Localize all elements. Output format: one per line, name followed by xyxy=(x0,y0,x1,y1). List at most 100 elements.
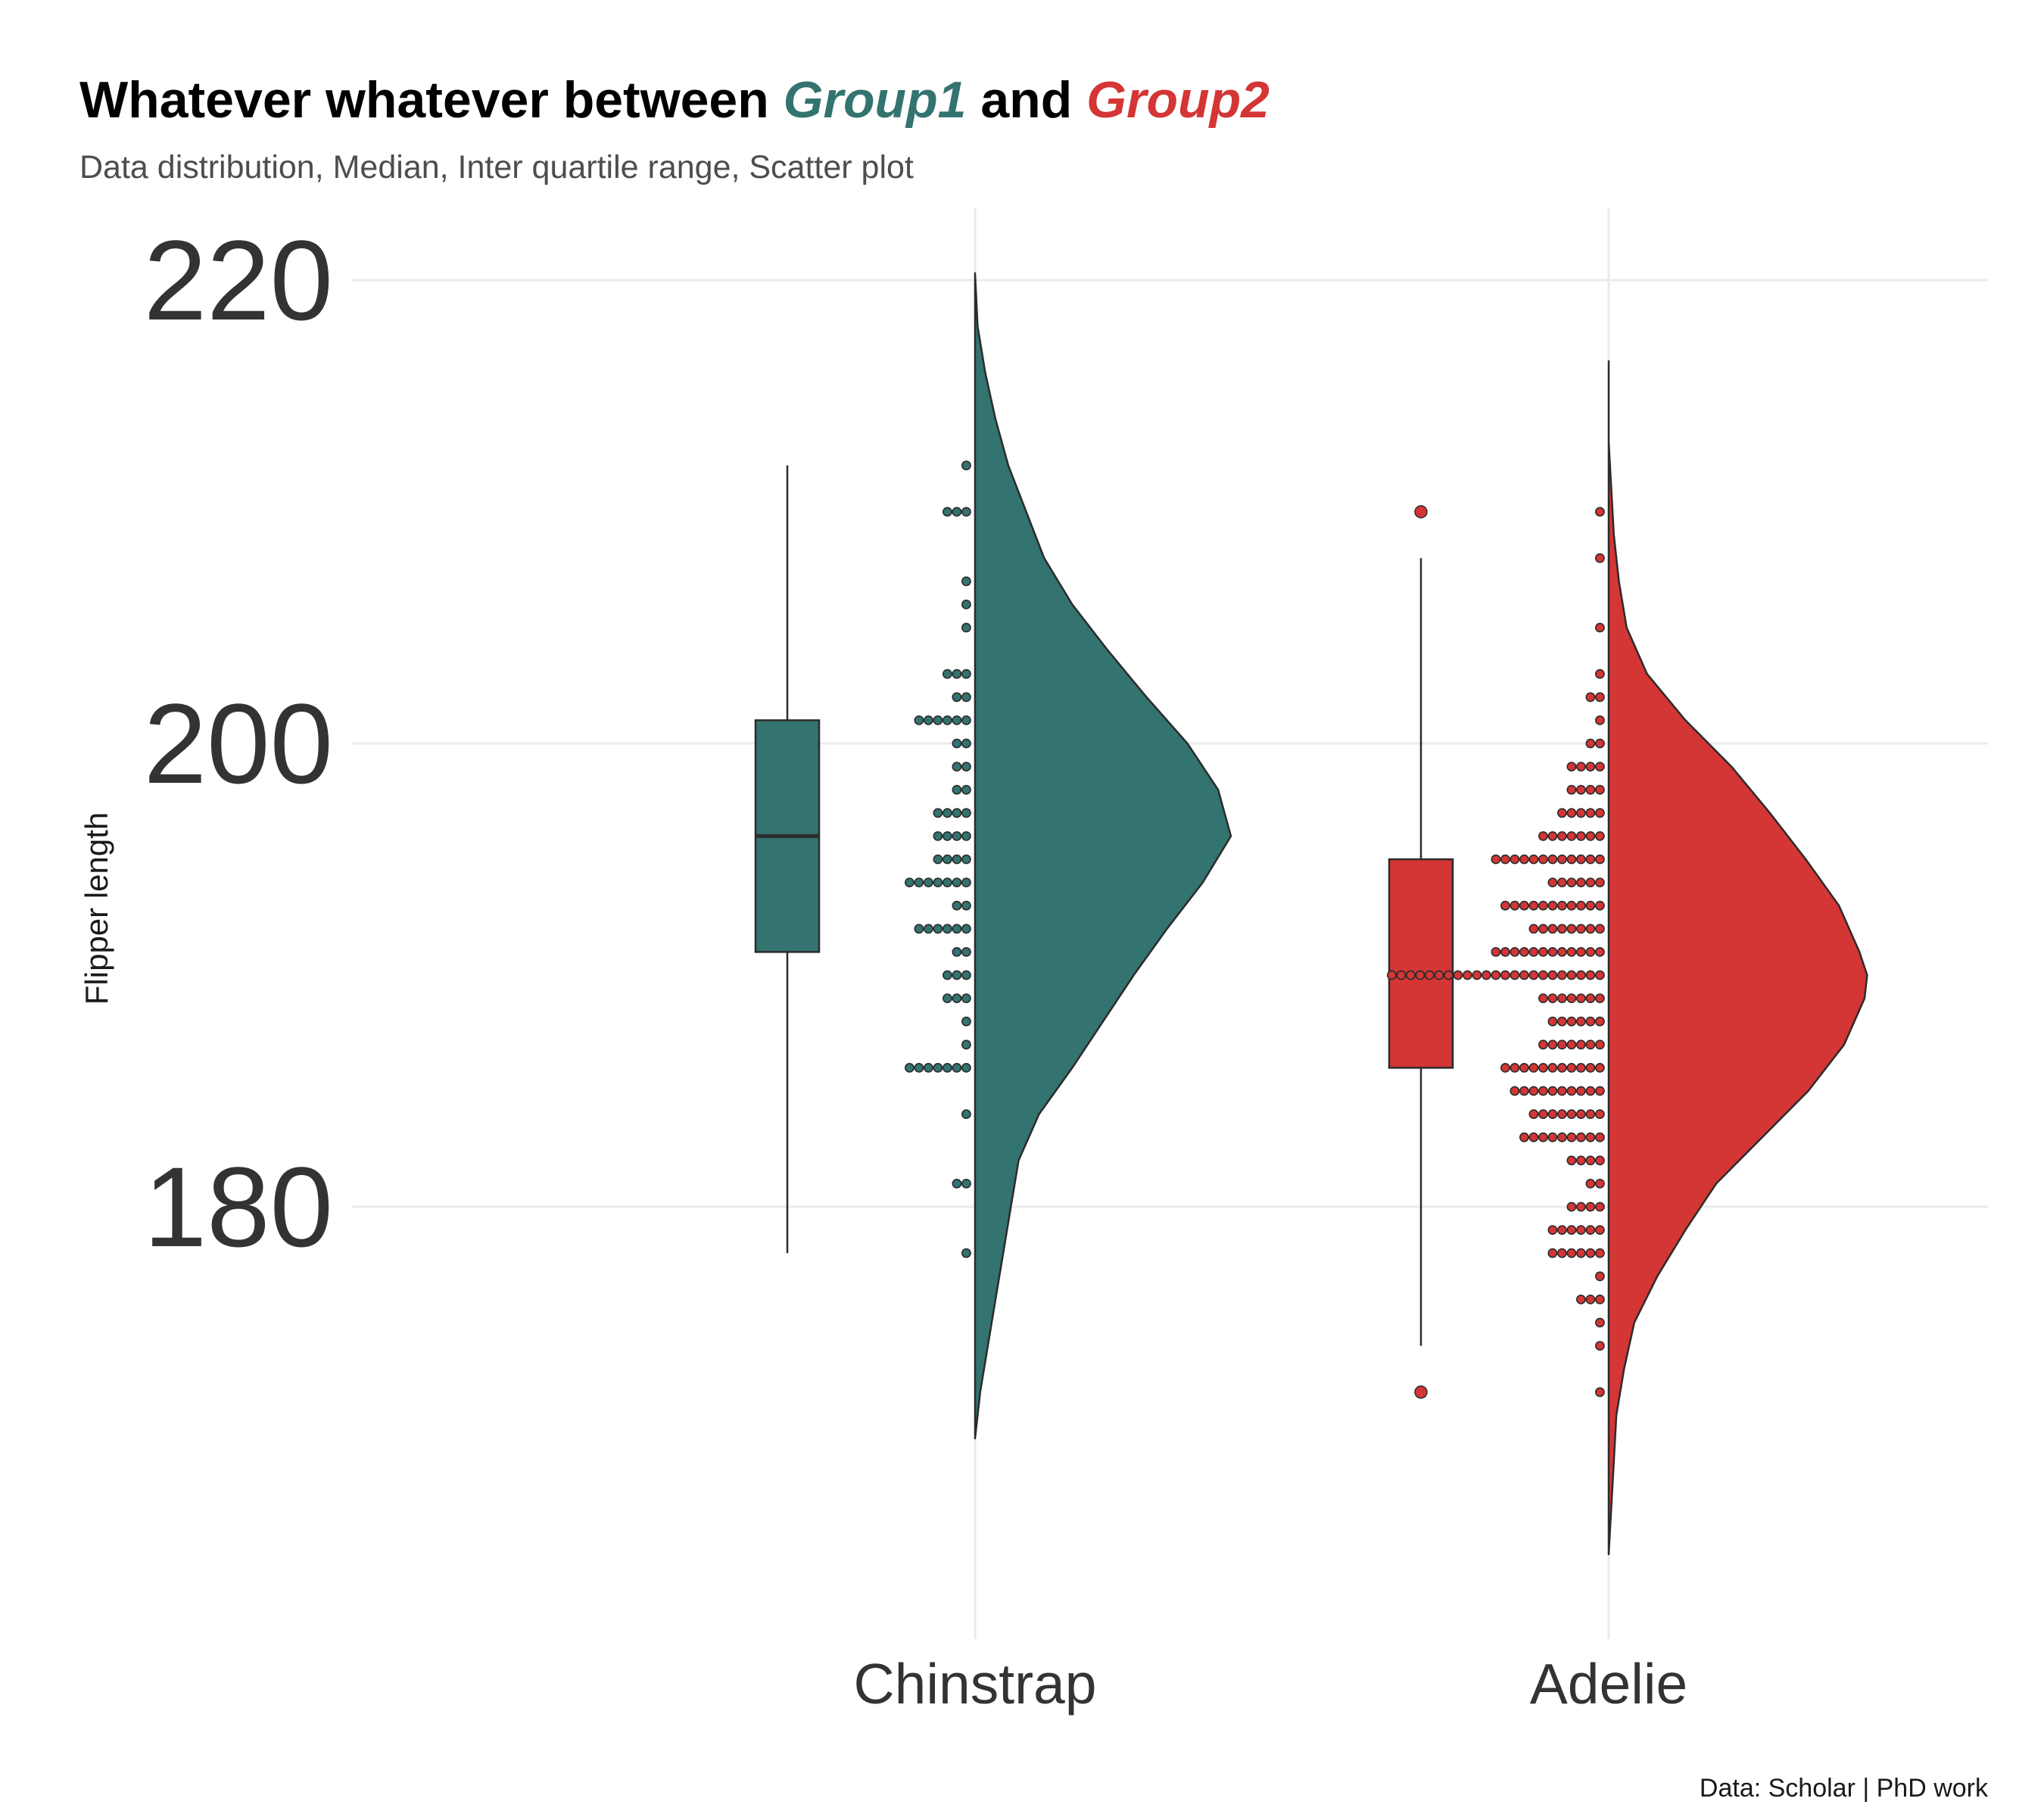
data-dot xyxy=(1538,854,1548,865)
data-dot xyxy=(1528,970,1539,980)
data-dot xyxy=(1519,1132,1529,1142)
data-dot xyxy=(1519,1086,1529,1096)
data-dot xyxy=(1575,762,1586,771)
data-dot xyxy=(1472,970,1482,980)
data-dot xyxy=(1575,1248,1586,1258)
data-dot xyxy=(1585,1063,1596,1073)
data-dot xyxy=(952,970,962,980)
data-dot xyxy=(1547,993,1558,1003)
data-dot xyxy=(1594,1341,1605,1351)
data-dot xyxy=(1519,1063,1529,1073)
data-dot xyxy=(961,854,971,865)
data-dot xyxy=(1556,1225,1567,1235)
data-dot xyxy=(1585,1016,1596,1027)
data-dot xyxy=(961,622,971,633)
data-dot xyxy=(1425,970,1435,980)
data-dot xyxy=(1547,1063,1558,1073)
data-dot xyxy=(1547,1109,1558,1119)
data-dot xyxy=(1556,1086,1567,1096)
data-dot xyxy=(1575,1225,1586,1235)
data-dot xyxy=(1547,970,1558,980)
data-dot xyxy=(1575,1016,1586,1027)
data-dot xyxy=(1594,947,1605,957)
data-dot xyxy=(1528,1132,1539,1142)
data-dot xyxy=(961,808,971,818)
data-dot xyxy=(1528,1086,1539,1096)
data-dot xyxy=(961,762,971,771)
data-dot xyxy=(1566,1248,1577,1258)
data-dot xyxy=(1500,970,1510,980)
data-dot xyxy=(961,1109,971,1119)
chart-caption: Data: Scholar | PhD work xyxy=(1700,1774,1989,1803)
data-dot xyxy=(933,808,943,818)
data-dot xyxy=(1594,970,1605,980)
data-dot xyxy=(1463,970,1472,980)
data-dot xyxy=(1575,970,1586,980)
data-dot xyxy=(1528,1109,1539,1119)
data-dot xyxy=(1585,1179,1596,1189)
data-dot xyxy=(952,669,962,679)
data-dot xyxy=(1585,993,1596,1003)
data-dot xyxy=(952,947,962,957)
data-dot xyxy=(1538,1132,1548,1142)
data-dot xyxy=(943,924,952,934)
data-dot xyxy=(1566,924,1577,934)
data-dot xyxy=(961,993,971,1003)
data-dot xyxy=(1566,993,1577,1003)
data-dot xyxy=(1575,947,1586,957)
data-dot xyxy=(1594,669,1605,679)
data-dot xyxy=(1594,1155,1605,1166)
data-dot xyxy=(1594,1317,1605,1328)
chart-title: Whatever whatever between Group1 and Gro… xyxy=(79,71,1270,129)
data-dot xyxy=(961,784,971,795)
data-dot xyxy=(914,1063,924,1073)
chart-subtitle: Data distribution, Median, Inter quartil… xyxy=(79,149,914,185)
data-dot xyxy=(933,877,943,887)
data-dot xyxy=(1528,900,1539,911)
data-dot xyxy=(1538,900,1548,911)
data-dot xyxy=(1556,924,1567,934)
data-dot xyxy=(924,877,933,887)
data-dot xyxy=(1547,1086,1558,1096)
data-dot xyxy=(961,669,971,679)
title-part-4: Group2 xyxy=(1086,71,1270,129)
data-dot xyxy=(1528,854,1539,865)
data-dot xyxy=(1585,1225,1596,1235)
data-dot xyxy=(933,924,943,934)
data-dot xyxy=(1566,1039,1577,1050)
data-dot xyxy=(961,506,971,517)
data-dot xyxy=(961,877,971,887)
data-dot xyxy=(1594,506,1605,517)
data-dot xyxy=(961,1016,971,1027)
data-dot xyxy=(943,854,952,865)
data-dot xyxy=(1556,970,1567,980)
data-dot xyxy=(1453,970,1463,980)
data-dot xyxy=(961,900,971,911)
data-dot xyxy=(1547,854,1558,865)
data-dot xyxy=(1575,808,1586,818)
data-dot xyxy=(1585,762,1596,771)
data-dot xyxy=(961,715,971,725)
data-dot xyxy=(1585,900,1596,911)
data-dot xyxy=(943,808,952,818)
data-dot xyxy=(1585,1201,1596,1212)
data-dot xyxy=(1510,1063,1520,1073)
data-dot xyxy=(1528,924,1539,934)
data-dot xyxy=(1594,715,1605,725)
data-dot xyxy=(1594,854,1605,865)
data-dot xyxy=(1500,900,1510,911)
data-dot xyxy=(1547,1016,1558,1027)
data-dot xyxy=(1566,970,1577,980)
text-labels: Whatever whatever between Group1 and Gro… xyxy=(79,71,1989,1803)
data-dot xyxy=(961,831,971,841)
data-dot xyxy=(1585,1109,1596,1119)
data-dot xyxy=(961,924,971,934)
data-dot xyxy=(1575,877,1586,887)
data-dot xyxy=(1575,1109,1586,1119)
data-dot xyxy=(914,877,924,887)
data-dot xyxy=(1594,784,1605,795)
data-dot xyxy=(952,1063,962,1073)
data-dot xyxy=(943,993,952,1003)
boxplots xyxy=(754,465,1454,1399)
